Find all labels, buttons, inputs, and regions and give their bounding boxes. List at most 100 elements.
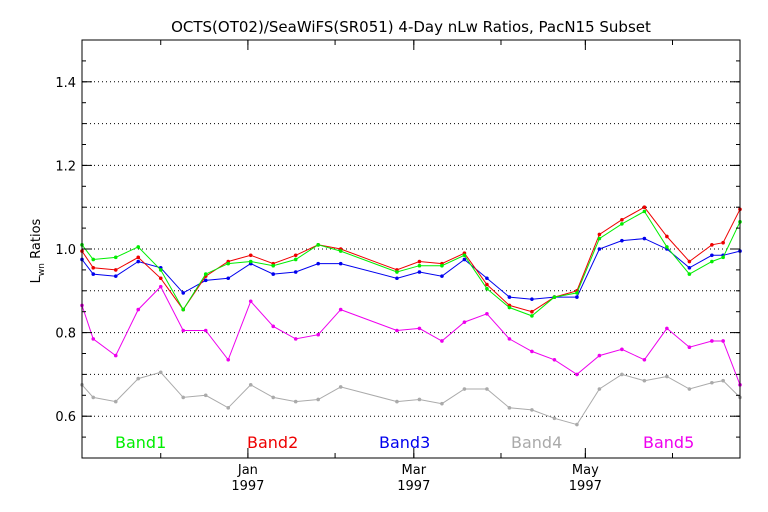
data-point-band1 — [721, 255, 725, 260]
data-point-band5 — [620, 347, 624, 352]
data-point-band5 — [417, 326, 422, 331]
data-point-band4 — [710, 380, 714, 385]
data-point-band5 — [665, 326, 669, 331]
data-point-band3 — [507, 295, 512, 299]
data-point-band3 — [710, 253, 714, 258]
y-axis-label-rest: Ratios — [29, 218, 44, 263]
legend-band1: Band1 — [115, 433, 166, 452]
data-point-band4 — [485, 387, 489, 391]
data-point-band4 — [395, 399, 399, 404]
data-point-band1 — [485, 286, 489, 291]
data-point-band5 — [485, 311, 489, 316]
data-point-band1 — [552, 295, 557, 299]
data-point-band5 — [642, 357, 647, 362]
y-tick-label: 1.2 — [55, 159, 76, 174]
y-tick-label: 1.4 — [55, 76, 76, 91]
x-tick-month: Mar — [402, 463, 427, 478]
data-point-band4 — [271, 395, 276, 400]
data-point-band3 — [597, 247, 602, 251]
data-point-band5 — [91, 337, 96, 341]
data-point-band2 — [91, 266, 96, 270]
data-point-band1 — [507, 305, 512, 310]
data-point-band3 — [485, 276, 489, 281]
data-point-band1 — [710, 259, 714, 264]
data-point-band4 — [248, 383, 253, 387]
data-point-band3 — [642, 236, 647, 241]
data-point-band1 — [181, 307, 186, 312]
y-tick-label: 0.8 — [55, 327, 76, 342]
data-point-band2 — [597, 232, 602, 237]
data-point-band5 — [316, 332, 321, 337]
legend: Band1 Band2 Band3 Band4 Band5 — [115, 433, 694, 452]
data-point-band5 — [113, 353, 118, 358]
data-point-band4 — [181, 395, 186, 400]
data-point-band2 — [620, 217, 624, 222]
data-point-band3 — [395, 276, 399, 281]
data-point-band5 — [462, 320, 467, 324]
data-point-band3 — [417, 270, 422, 274]
data-point-band4 — [226, 406, 231, 410]
legend-band2: Band2 — [247, 433, 298, 452]
data-point-band2 — [530, 309, 534, 314]
data-point-band4 — [665, 374, 669, 379]
y-axis-label-sub: wn — [37, 263, 47, 276]
data-point-band5 — [248, 299, 253, 304]
data-point-band4 — [316, 397, 321, 402]
data-point-band4 — [507, 406, 512, 410]
data-point-band5 — [440, 339, 444, 343]
y-tick-label: 0.6 — [55, 410, 76, 425]
data-point-band1 — [271, 263, 276, 268]
data-point-band5 — [507, 337, 512, 341]
data-point-band1 — [665, 245, 669, 249]
data-point-band5 — [136, 307, 141, 312]
data-point-band2 — [417, 259, 422, 264]
series-layer — [80, 205, 742, 427]
data-point-band1 — [395, 270, 399, 274]
data-point-band3 — [620, 238, 624, 243]
x-tick-month: Jan — [237, 463, 258, 478]
data-point-band1 — [248, 259, 253, 264]
data-point-band3 — [575, 295, 579, 299]
data-point-band1 — [316, 243, 321, 247]
data-point-band5 — [687, 345, 692, 350]
data-point-band1 — [113, 255, 118, 260]
data-point-band1 — [440, 263, 444, 268]
data-point-band4 — [642, 378, 647, 383]
data-point-band1 — [575, 291, 579, 295]
data-point-band5 — [226, 357, 231, 362]
series-line-band4 — [81, 371, 741, 426]
legend-band4: Band4 — [511, 433, 562, 452]
data-point-band4 — [575, 422, 579, 427]
data-point-band4 — [721, 378, 725, 383]
data-point-band4 — [597, 387, 602, 391]
data-point-band4 — [620, 372, 624, 377]
legend-band5: Band5 — [643, 433, 694, 452]
data-point-band5 — [203, 328, 208, 333]
data-point-band4 — [136, 376, 141, 381]
data-point-band5 — [338, 307, 343, 312]
data-point-band2 — [665, 234, 669, 239]
x-tick-year: 1997 — [397, 479, 430, 494]
series-line-band3 — [81, 238, 741, 300]
data-point-band2 — [485, 282, 489, 287]
data-point-band1 — [620, 222, 624, 226]
data-point-band4 — [530, 408, 534, 412]
y-axis-label: Lwn Ratios — [29, 218, 47, 283]
data-point-band1 — [462, 253, 467, 258]
data-point-band3 — [316, 261, 321, 266]
data-point-band1 — [91, 257, 96, 262]
data-point-band4 — [687, 387, 692, 391]
data-point-band2 — [113, 268, 118, 272]
data-point-band4 — [338, 385, 343, 389]
data-point-band4 — [158, 370, 163, 375]
data-point-band2 — [248, 253, 253, 258]
data-point-band2 — [136, 255, 141, 260]
data-point-band4 — [440, 401, 444, 406]
data-point-band4 — [91, 395, 96, 400]
data-point-band2 — [642, 205, 647, 209]
data-point-band1 — [687, 272, 692, 276]
data-point-band4 — [552, 416, 557, 421]
data-point-band1 — [417, 263, 422, 268]
